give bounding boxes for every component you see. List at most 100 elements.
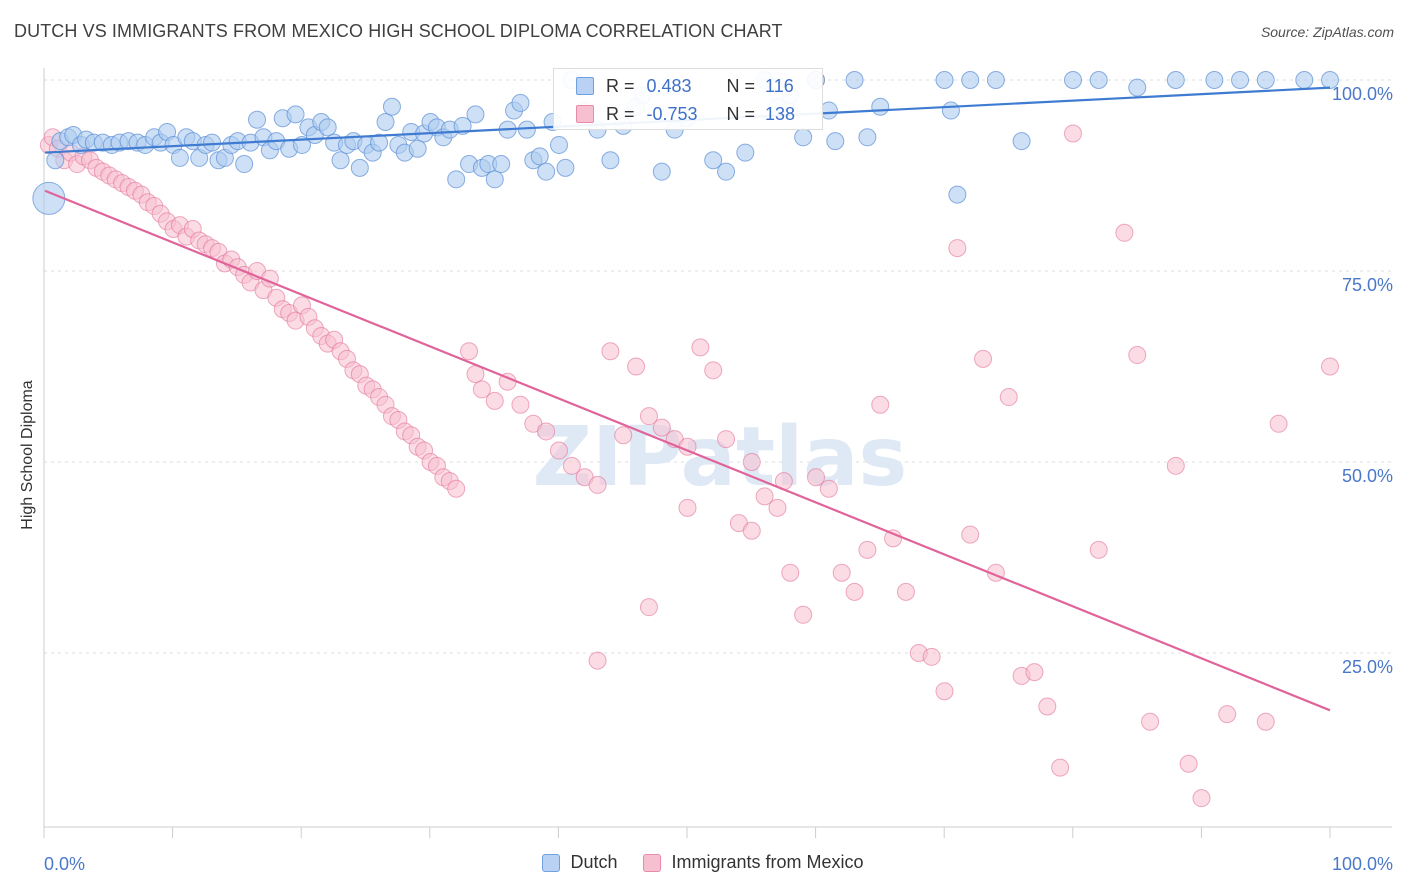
mexico-point-90 bbox=[768, 498, 787, 517]
y-tick-label-3: 25.0% bbox=[1342, 657, 1393, 677]
dutch-point-77 bbox=[550, 135, 568, 154]
stats-row-mexico: R = -0.753 N = 138 bbox=[576, 102, 795, 126]
mexico-point-93 bbox=[807, 468, 825, 487]
dutch-point-51 bbox=[382, 97, 401, 116]
dutch-point-111 bbox=[1166, 71, 1185, 89]
mexico-point-122 bbox=[1256, 712, 1275, 731]
mexico-point-79 bbox=[627, 357, 646, 376]
dutch-point-110 bbox=[1128, 78, 1147, 97]
tick-labels: 100.0% 75.0% 50.0% 25.0% 0.0% 100.0% bbox=[44, 84, 1393, 874]
mexico-point-68 bbox=[485, 391, 504, 410]
dutch-point-1 bbox=[46, 151, 65, 170]
dutch-point-36 bbox=[286, 105, 305, 124]
dutch-point-71 bbox=[511, 93, 530, 112]
mexico-point-86 bbox=[717, 430, 736, 449]
mexico-point-118 bbox=[1166, 456, 1185, 475]
dutch-point-115 bbox=[1295, 71, 1314, 89]
x-tick-label-0: 0.0% bbox=[44, 854, 85, 874]
mexico-point-123 bbox=[1269, 414, 1288, 433]
dutch-point-67 bbox=[485, 170, 504, 189]
dutch-point-64 bbox=[466, 105, 485, 124]
dutch-point-62 bbox=[453, 116, 472, 135]
y-tick-label-2: 50.0% bbox=[1342, 466, 1393, 486]
mexico-point-117 bbox=[1141, 712, 1160, 731]
stats-r-label: R = bbox=[606, 103, 635, 124]
series-mexico-points bbox=[39, 71, 1339, 808]
mexico-point-88 bbox=[742, 453, 761, 471]
mexico-point-102 bbox=[922, 647, 941, 666]
mexico-point-119 bbox=[1179, 754, 1198, 773]
mexico-point-80 bbox=[639, 407, 658, 426]
dutch-point-105 bbox=[961, 71, 980, 89]
mexico-point-108 bbox=[999, 388, 1018, 407]
mexico-point-89 bbox=[755, 487, 774, 506]
dutch-point-106 bbox=[986, 71, 1005, 89]
mexico-point-95 bbox=[832, 563, 851, 582]
legend-item-dutch[interactable]: Dutch bbox=[542, 852, 617, 873]
dutch-point-91 bbox=[736, 143, 755, 162]
y-tick-label-1: 75.0% bbox=[1342, 275, 1393, 295]
mexico-point-72 bbox=[537, 422, 556, 441]
x-tick-label-1: 100.0% bbox=[1332, 854, 1393, 874]
dutch-point-23 bbox=[203, 133, 222, 152]
dutch-point-49 bbox=[370, 133, 389, 152]
dutch-point-50 bbox=[376, 113, 395, 132]
mexico-point-116 bbox=[1128, 346, 1147, 365]
bottom-legend: Dutch Immigrants from Mexico bbox=[0, 852, 1406, 873]
dutch-point-72 bbox=[517, 120, 536, 139]
legend-label-mexico: Immigrants from Mexico bbox=[671, 852, 864, 872]
mexico-point-84 bbox=[691, 338, 710, 357]
mexico-point-76 bbox=[588, 475, 607, 494]
dutch-point-90 bbox=[717, 162, 736, 181]
dutch-point-46 bbox=[350, 158, 369, 177]
dutch-point-109 bbox=[1089, 71, 1108, 89]
mexico-point-65 bbox=[460, 342, 479, 361]
mexico-point-97 bbox=[858, 540, 877, 559]
dutch-point-112 bbox=[1205, 71, 1224, 89]
stats-swatch-mexico bbox=[576, 105, 594, 123]
dutch-point-108 bbox=[1064, 71, 1082, 89]
mexico-point-106 bbox=[974, 349, 993, 368]
mexico-point-92 bbox=[794, 605, 813, 624]
dutch-point-113 bbox=[1231, 71, 1250, 89]
mexico-point-67 bbox=[472, 380, 491, 399]
dutch-point-116 bbox=[1321, 71, 1339, 89]
mexico-point-112 bbox=[1051, 758, 1070, 777]
y-tick-label-0: 100.0% bbox=[1332, 84, 1393, 104]
mexico-point-128 bbox=[742, 521, 761, 540]
stats-n-value: 116 bbox=[765, 75, 794, 96]
stats-r-value: 0.483 bbox=[646, 75, 692, 96]
mexico-point-103 bbox=[935, 682, 954, 701]
mexico-point-115 bbox=[1115, 223, 1134, 242]
legend-label-dutch: Dutch bbox=[570, 852, 618, 872]
stats-r-label: R = bbox=[606, 75, 635, 96]
dutch-point-41 bbox=[318, 118, 337, 137]
source-label: Source: ZipAtlas.com bbox=[1260, 24, 1394, 40]
series-dutch-points bbox=[32, 71, 1339, 215]
mexico-point-94 bbox=[819, 479, 838, 498]
dutch-point-74 bbox=[530, 147, 549, 166]
legend-swatch-mexico bbox=[643, 853, 662, 872]
stats-n-value: 138 bbox=[765, 103, 796, 124]
dutch-point-75 bbox=[537, 162, 556, 181]
mexico-point-113 bbox=[1064, 124, 1082, 143]
dutch-point-104 bbox=[948, 185, 967, 204]
dutch-point-43 bbox=[331, 151, 350, 170]
dutch-point-55 bbox=[408, 139, 427, 158]
dutch-point-98 bbox=[826, 132, 845, 151]
mexico-point-85 bbox=[704, 361, 723, 380]
mexico-point-78 bbox=[614, 426, 633, 445]
mexico-point-100 bbox=[896, 582, 915, 601]
mexico-point-98 bbox=[871, 395, 890, 414]
stats-swatch-dutch bbox=[576, 77, 594, 95]
mexico-point-73 bbox=[550, 441, 568, 460]
dutch-point-103 bbox=[941, 101, 960, 120]
dutch-point-30 bbox=[248, 110, 267, 129]
mexico-point-96 bbox=[845, 582, 864, 601]
mexico-point-77 bbox=[601, 342, 620, 361]
dutch-point-18 bbox=[170, 148, 189, 167]
stats-row-dutch: R = 0.483 N = 116 bbox=[576, 74, 794, 98]
mexico-point-125 bbox=[588, 651, 607, 670]
legend-item-mexico[interactable]: Immigrants from Mexico bbox=[643, 852, 864, 873]
dutch-point-68 bbox=[492, 155, 511, 174]
